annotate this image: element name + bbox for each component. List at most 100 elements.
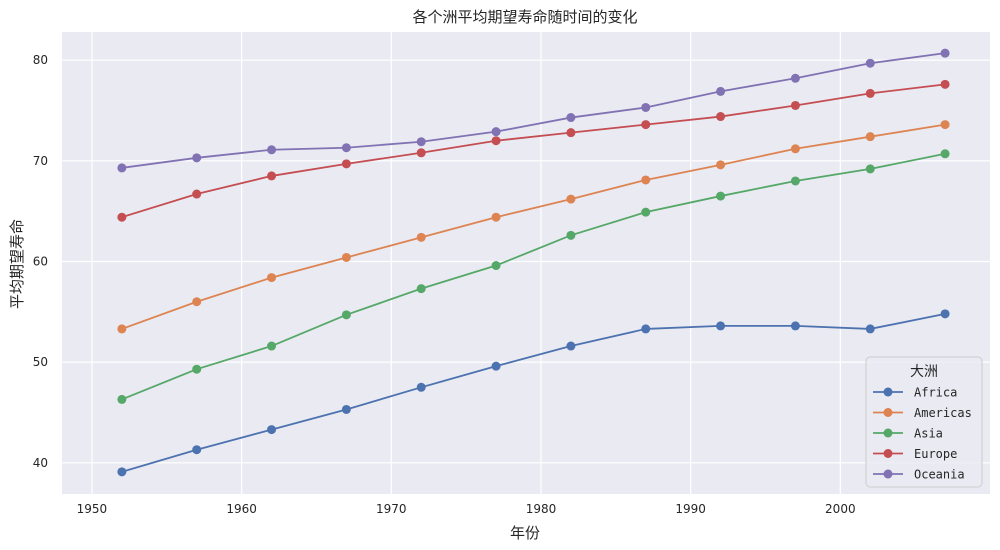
x-tick-label: 1980 — [526, 502, 557, 516]
data-point — [341, 252, 351, 262]
data-point — [491, 127, 501, 137]
y-tick-label: 70 — [33, 154, 48, 168]
data-point — [267, 341, 277, 351]
data-point — [192, 297, 202, 307]
series-line — [121, 152, 946, 401]
data-point — [940, 48, 950, 58]
data-point — [940, 149, 950, 159]
legend-label: Americas — [914, 406, 972, 420]
data-point — [192, 445, 202, 455]
data-point — [641, 102, 651, 112]
data-point — [341, 159, 351, 169]
series-line — [121, 312, 946, 473]
data-point — [267, 171, 277, 181]
legend-items: Africa Americas Asia Europe Oceania — [873, 386, 972, 482]
data-point — [267, 273, 277, 283]
legend-title: 大洲 — [910, 364, 938, 380]
x-tick-label: 1960 — [226, 502, 257, 516]
data-point — [940, 79, 950, 89]
data-point — [566, 341, 576, 351]
data-point — [865, 132, 875, 142]
data-point — [566, 230, 576, 240]
legend-label: Africa — [914, 386, 957, 400]
data-point — [416, 137, 426, 147]
legend-box — [865, 356, 983, 488]
legend-marker — [883, 387, 893, 397]
legend-item-asia: Asia — [873, 427, 943, 441]
x-axis-ticks: 1950 1960 1970 1980 1990 2000 — [77, 502, 856, 516]
data-point — [491, 361, 501, 371]
series-africa — [117, 309, 950, 477]
data-point — [341, 404, 351, 414]
x-tick-label: 2000 — [825, 502, 856, 516]
x-tick-label: 1970 — [376, 502, 407, 516]
data-point — [416, 382, 426, 392]
data-point — [117, 324, 127, 334]
y-tick-label: 40 — [33, 456, 48, 470]
legend-label: Europe — [914, 447, 957, 461]
grid — [62, 32, 990, 494]
data-point — [341, 310, 351, 320]
data-point — [566, 113, 576, 123]
legend-marker — [883, 408, 893, 417]
data-point — [416, 148, 426, 158]
series-oceania — [117, 48, 950, 173]
data-point — [790, 73, 800, 83]
data-point — [267, 145, 277, 155]
y-tick-label: 50 — [33, 355, 48, 369]
series-lines — [117, 48, 950, 477]
data-point — [566, 128, 576, 138]
data-point — [641, 324, 651, 334]
x-tick-label: 1950 — [77, 502, 108, 516]
data-point — [790, 144, 800, 154]
data-point — [641, 120, 651, 130]
data-point — [865, 88, 875, 98]
legend-label: Oceania — [914, 468, 965, 482]
data-point — [566, 194, 576, 204]
data-point — [790, 100, 800, 110]
legend-item-europe: Europe — [873, 447, 957, 461]
plot-area — [62, 32, 990, 494]
data-point — [416, 232, 426, 242]
data-point — [192, 189, 202, 199]
y-tick-label: 60 — [33, 254, 48, 268]
data-point — [192, 364, 202, 374]
series-asia — [117, 149, 950, 404]
data-point — [865, 324, 875, 334]
data-point — [790, 321, 800, 331]
data-point — [117, 467, 127, 477]
data-point — [491, 212, 501, 222]
legend-marker — [883, 469, 893, 479]
data-point — [641, 175, 651, 185]
series-americas — [117, 120, 950, 334]
data-point — [940, 120, 950, 130]
x-axis-label: 年份 — [510, 524, 540, 542]
series-line — [121, 52, 946, 169]
legend-item-americas: Americas — [873, 406, 972, 420]
y-axis-ticks: 40 50 60 70 80 — [33, 53, 48, 470]
data-point — [716, 86, 726, 96]
data-point — [117, 163, 127, 173]
series-line — [121, 83, 946, 219]
legend: 大洲 Africa Americas Asia Europe Oceania — [865, 356, 983, 488]
data-point — [716, 321, 726, 331]
data-point — [641, 207, 651, 217]
data-point — [790, 176, 800, 186]
data-point — [117, 394, 127, 404]
data-point — [491, 136, 501, 146]
chart-title: 各个洲平均期望寿命随时间的变化 — [412, 8, 637, 26]
legend-item-oceania: Oceania — [873, 468, 965, 482]
data-point — [716, 160, 726, 170]
data-point — [865, 58, 875, 68]
legend-marker — [883, 428, 893, 438]
x-tick-label: 1990 — [675, 502, 706, 516]
y-tick-label: 80 — [33, 53, 48, 67]
data-point — [491, 261, 501, 271]
data-point — [716, 191, 726, 201]
series-europe — [117, 79, 950, 222]
data-point — [716, 112, 726, 122]
data-point — [192, 153, 202, 163]
data-point — [865, 164, 875, 174]
legend-item-africa: Africa — [873, 386, 957, 400]
